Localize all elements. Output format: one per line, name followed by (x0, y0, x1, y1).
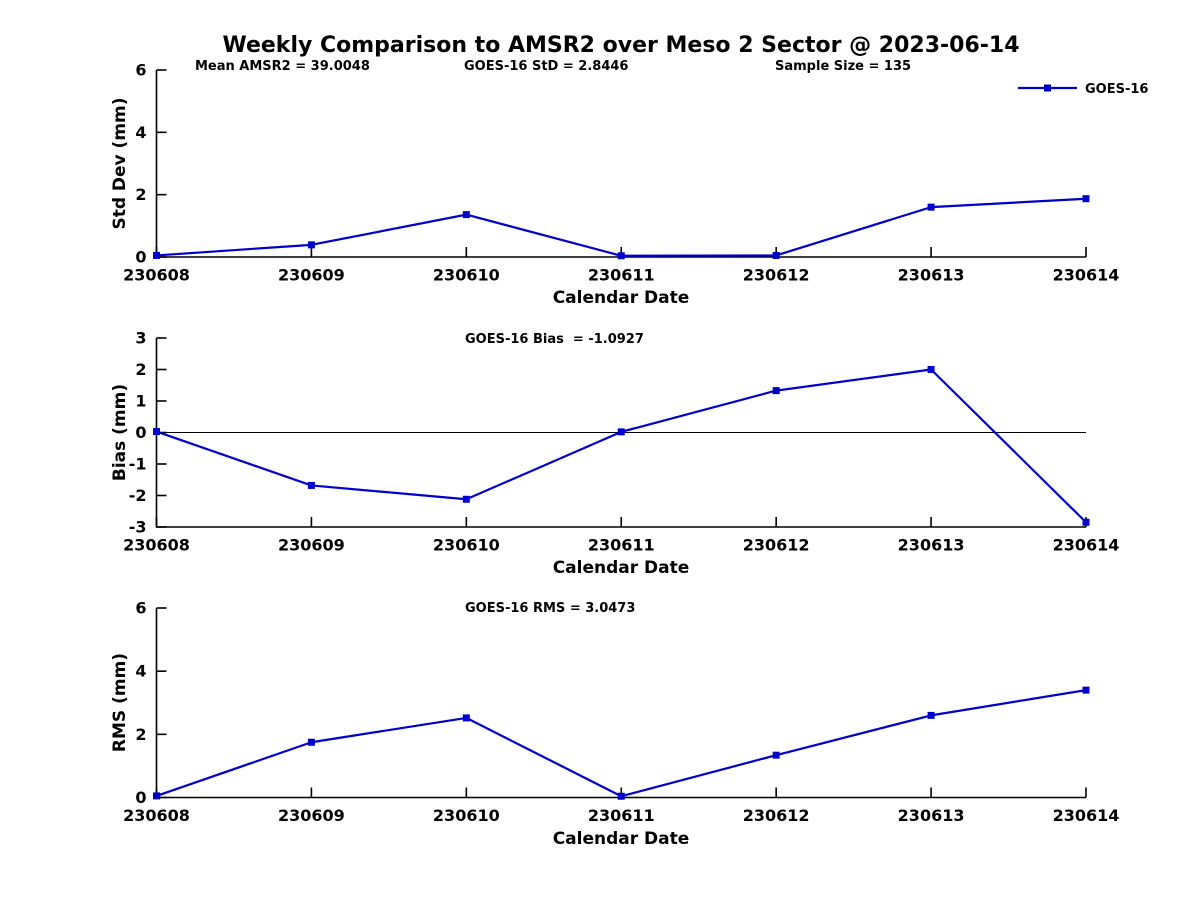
x-tick-label: 230611 (588, 806, 655, 825)
data-point-marker (1082, 518, 1090, 526)
data-point-marker (307, 738, 315, 746)
data-point-marker (772, 387, 780, 395)
subplot-std-dev: Calendar Date Std Dev (mm) 0 2 4 6 230608 230… (110, 61, 1119, 309)
y-tick-label: -3 (129, 518, 147, 537)
y-tick-label: 1 (135, 392, 146, 411)
annotation-sample-size: Sample Size = 135 (775, 59, 911, 74)
data-point-marker (617, 428, 625, 436)
x-tick-label: 230608 (123, 806, 190, 825)
y-axis-label: Std Dev (mm) (110, 97, 130, 229)
y-tick-label: 3 (135, 329, 146, 348)
data-point-marker (772, 751, 780, 759)
y-tick-label: 2 (135, 360, 146, 379)
annotation-mean-amsr2: Mean AMSR2 = 39.0048 (195, 59, 370, 74)
x-axis-label: Calendar Date (553, 558, 690, 578)
y-tick-label: 2 (135, 725, 146, 744)
x-tick-label: 230614 (1053, 806, 1120, 825)
y-tick-label: 4 (135, 123, 146, 142)
data-point-marker (307, 481, 315, 489)
subplot-bias: Calendar Date Bias (mm) -3 -2 -1 0 1 2 3 230608… (110, 329, 1119, 579)
x-axis-label: Calendar Date (553, 288, 690, 308)
x-tick-label: 230611 (588, 266, 655, 285)
x-tick-label: 230608 (123, 266, 190, 285)
data-point-marker (927, 203, 935, 211)
x-tick-label: 230608 (123, 536, 190, 555)
x-tick-label: 230609 (278, 536, 345, 555)
x-tick-label: 230609 (278, 266, 345, 285)
x-axis-label: Calendar Date (553, 829, 690, 849)
data-point-marker (153, 792, 160, 800)
x-tick-label: 230612 (743, 806, 810, 825)
annotation-goes16-rms: GOES-16 RMS = 3.0473 (465, 601, 635, 616)
data-point-marker (1082, 195, 1090, 203)
data-point-marker (617, 792, 625, 800)
data-point-marker (307, 241, 315, 249)
x-tick-label: 230614 (1053, 536, 1120, 555)
y-tick-label: -2 (129, 486, 147, 505)
x-tick-label: 230614 (1053, 266, 1120, 285)
legend-label: GOES-16 (1085, 82, 1148, 97)
x-tick-label: 230613 (898, 266, 965, 285)
data-point-marker (462, 495, 470, 503)
x-tick-label: 230613 (898, 536, 965, 555)
data-point-marker (927, 366, 935, 373)
legend: GOES-16 (1018, 82, 1148, 97)
data-point-marker (772, 251, 780, 259)
y-tick-label: -1 (129, 455, 147, 474)
data-point-marker (617, 252, 625, 260)
y-tick-label: 6 (135, 599, 146, 618)
x-tick-label: 230611 (588, 536, 655, 555)
annotation-goes16-bias: GOES-16 Bias = -1.0927 (465, 332, 644, 347)
annotation-goes16-std: GOES-16 StD = 2.8446 (464, 59, 628, 74)
x-tick-label: 230609 (278, 806, 345, 825)
x-tick-label: 230610 (433, 806, 500, 825)
series-line (156, 689, 1087, 798)
data-point-marker (153, 251, 160, 259)
x-tick-label: 230610 (433, 536, 500, 555)
y-tick-label: 0 (135, 423, 146, 442)
axis-frame (155, 70, 1086, 258)
chart-title: Weekly Comparison to AMSR2 over Meso 2 S… (222, 33, 1019, 58)
data-point-marker (462, 211, 470, 219)
series-line (156, 368, 1087, 524)
x-tick-label: 230610 (433, 266, 500, 285)
y-tick-label: 6 (135, 61, 146, 80)
x-tick-label: 230613 (898, 806, 965, 825)
y-axis-label: RMS (mm) (110, 653, 130, 752)
y-tick-label: 4 (135, 662, 146, 681)
y-tick-label: 0 (135, 788, 146, 807)
y-tick-label: 2 (135, 185, 146, 204)
x-tick-label: 230612 (743, 536, 810, 555)
x-tick-label: 230612 (743, 266, 810, 285)
y-tick-label: 0 (135, 248, 146, 267)
data-point-marker (153, 428, 160, 436)
subplot-rms: Calendar Date RMS (mm) 0 2 4 6 230608 230609 2… (110, 599, 1119, 850)
data-point-marker (462, 714, 470, 722)
data-point-marker (1082, 686, 1090, 694)
axis-frame (155, 608, 1086, 799)
legend-marker-icon (1044, 84, 1051, 92)
data-point-marker (927, 711, 935, 719)
y-axis-label: Bias (mm) (110, 384, 130, 481)
